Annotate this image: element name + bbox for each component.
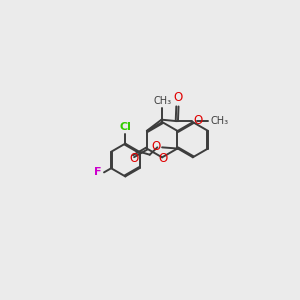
- Text: F: F: [94, 167, 102, 177]
- Text: O: O: [158, 152, 167, 165]
- Text: O: O: [130, 152, 139, 165]
- Text: CH₃: CH₃: [210, 116, 228, 126]
- Text: O: O: [173, 92, 183, 104]
- Text: O: O: [152, 140, 161, 153]
- Text: O: O: [193, 114, 203, 127]
- Text: CH₃: CH₃: [153, 96, 171, 106]
- Text: Cl: Cl: [119, 122, 131, 132]
